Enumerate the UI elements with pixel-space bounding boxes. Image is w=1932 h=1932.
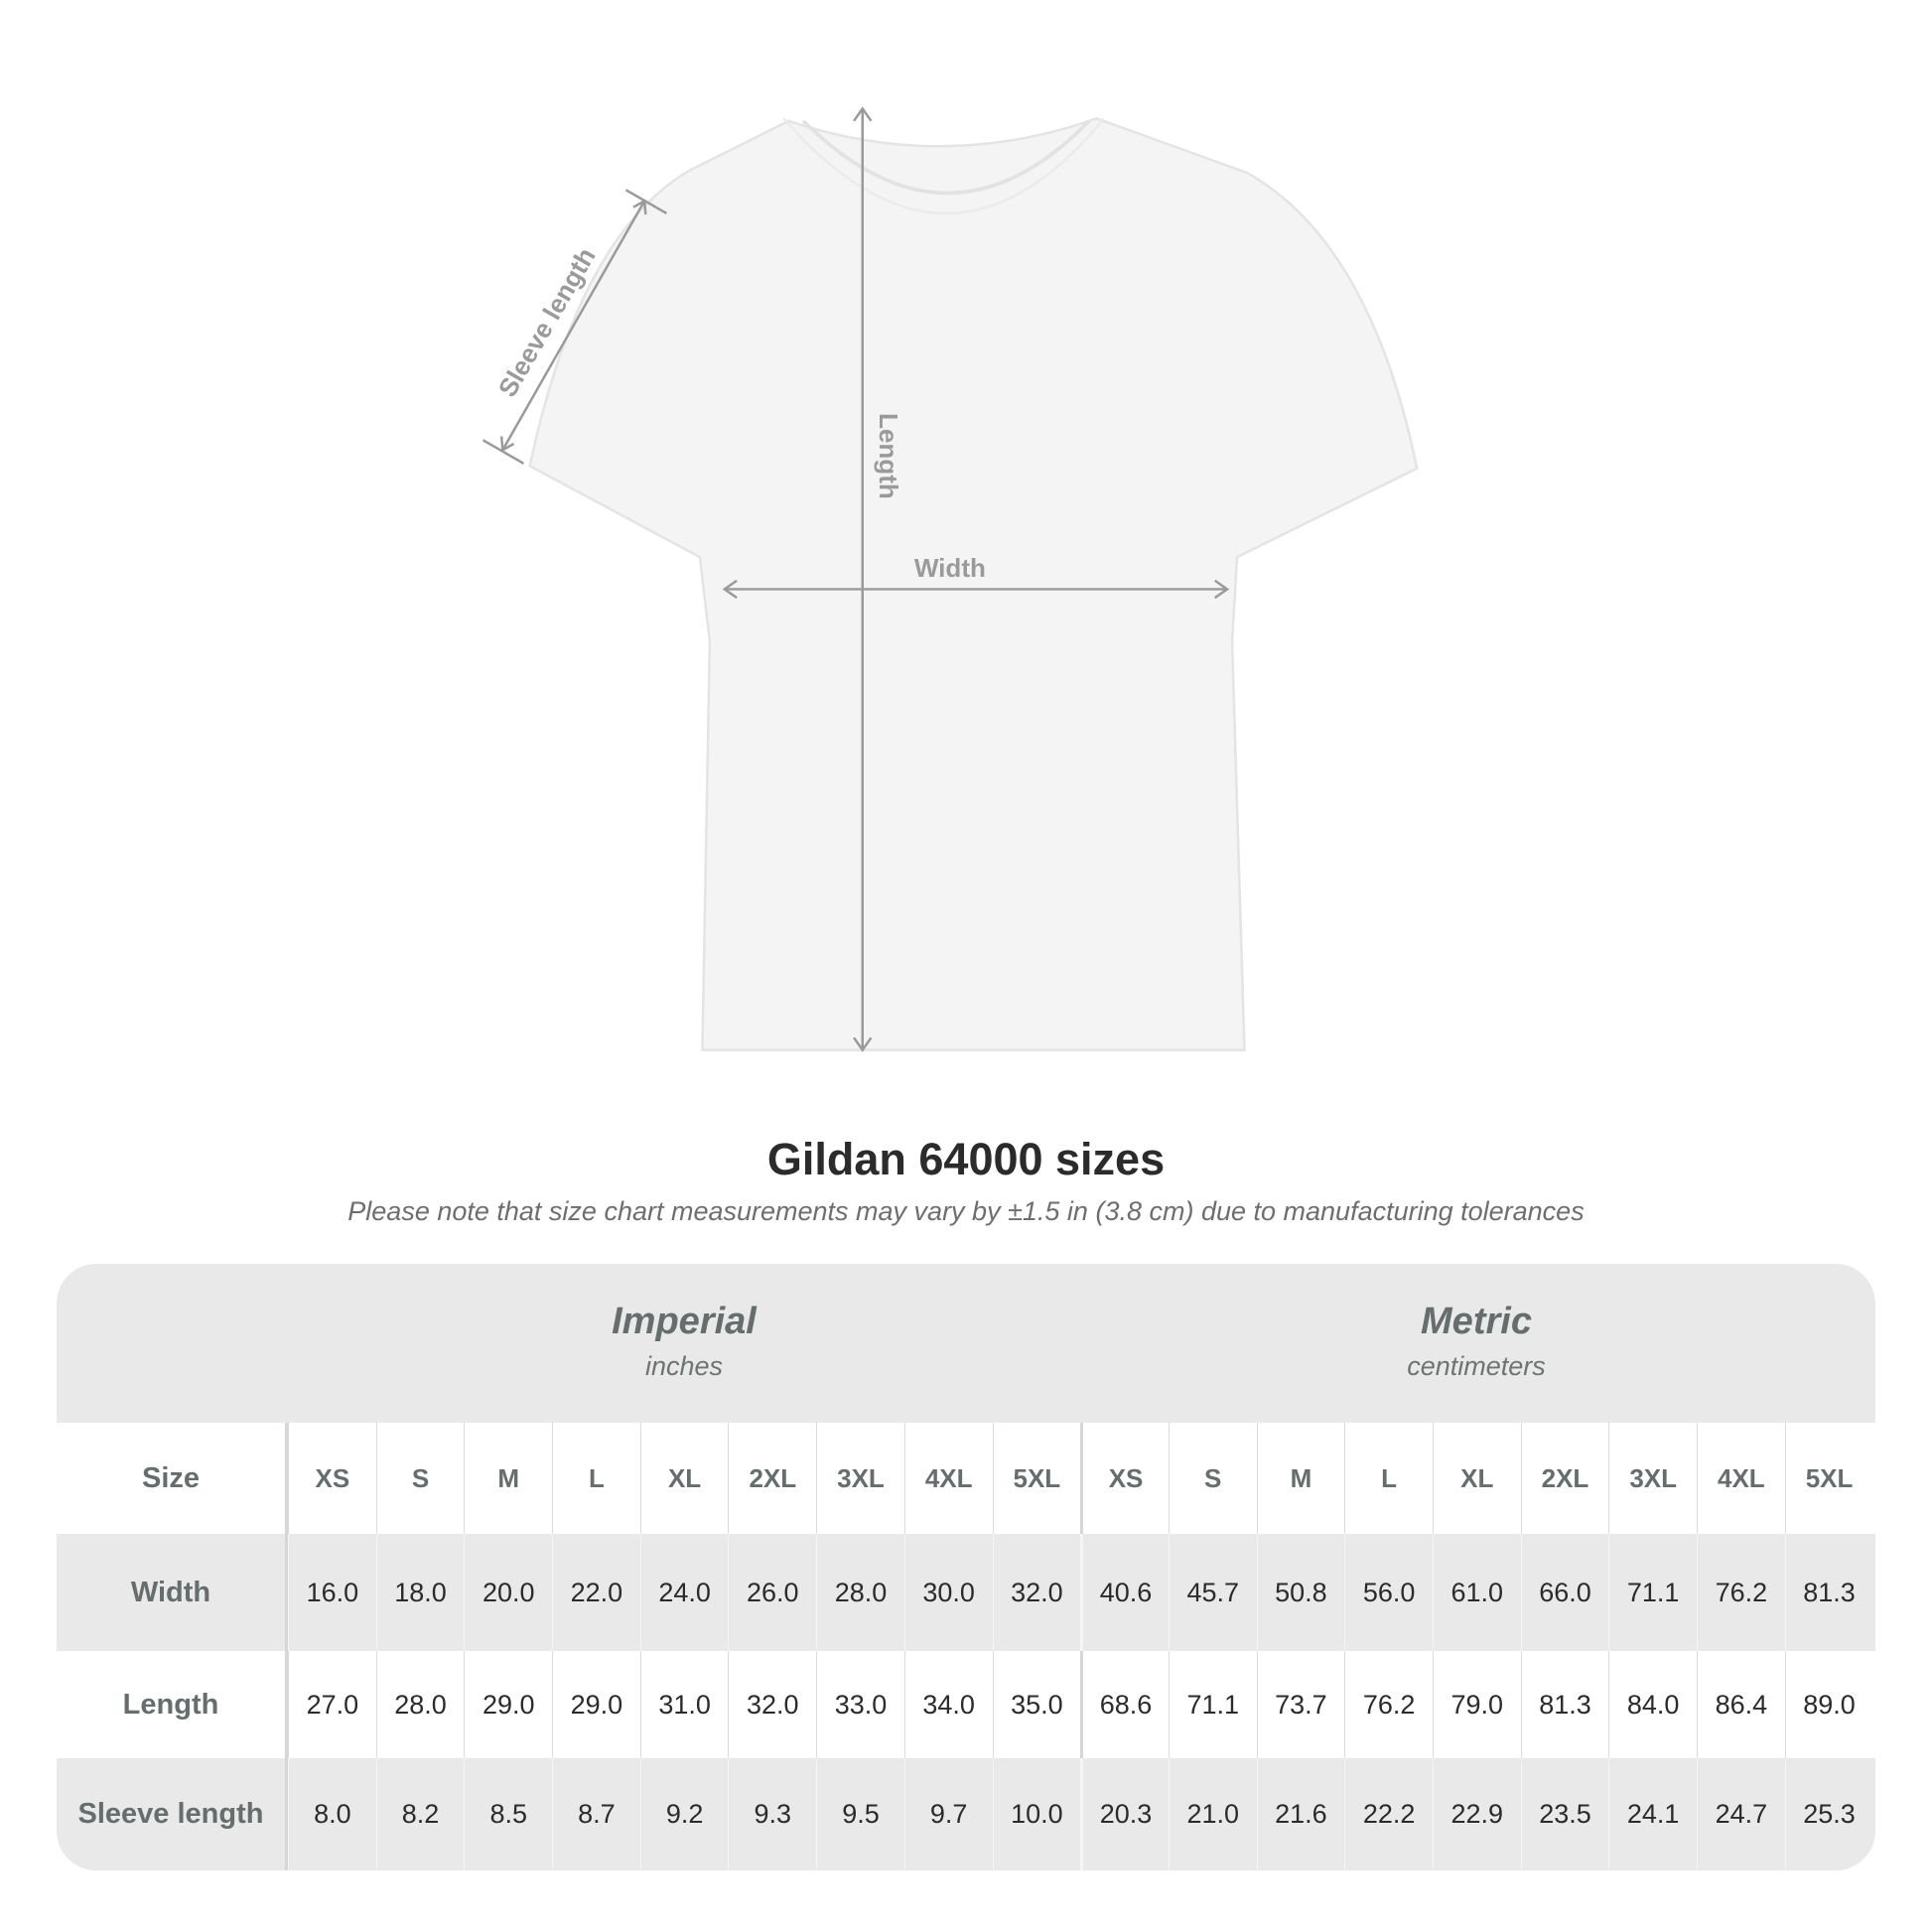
metric-size-header: S [1168,1423,1257,1534]
metric-size-header: 3XL [1608,1423,1697,1534]
row-label: Sleeve length [57,1758,288,1870]
metric-value-cell: 21.6 [1256,1758,1345,1870]
metric-value-cell: 21.0 [1168,1758,1257,1870]
metric-value-cell: 73.7 [1256,1651,1345,1758]
tshirt-image [528,117,1419,1051]
metric-header: Metric centimeters [1080,1264,1872,1423]
metric-value-cell: 68.6 [1080,1651,1169,1758]
size-row-label: Size [57,1423,288,1534]
metric-value-cell: 22.2 [1344,1758,1433,1870]
metric-value-cell: 66.0 [1520,1534,1609,1651]
sleeve-length-arrow [482,189,668,465]
metric-value-cell: 25.3 [1784,1758,1873,1870]
metric-size-header: XL [1432,1423,1521,1534]
imperial-value-cell: 33.0 [816,1651,904,1758]
metric-value-cell: 81.3 [1784,1534,1873,1651]
imperial-value-cell: 27.0 [288,1651,376,1758]
metric-value-cell: 76.2 [1344,1651,1433,1758]
metric-size-header: XS [1080,1423,1169,1534]
metric-value-cell: 23.5 [1520,1758,1609,1870]
row-label: Length [57,1651,288,1758]
metric-unit: centimeters [1407,1351,1546,1381]
imperial-value-cell: 29.0 [552,1651,640,1758]
imperial-value-cell: 26.0 [728,1534,816,1651]
width-arrow [722,579,1230,600]
metric-value-cell: 56.0 [1344,1534,1433,1651]
imperial-size-header: M [464,1423,552,1534]
metric-size-header: 5XL [1784,1423,1873,1534]
table-row: Width 16.0 18.0 20.0 22.0 24.0 26.0 28.0 30.0 32.… [57,1534,1875,1651]
length-label: Length [874,413,903,499]
imperial-value-cell: 9.7 [903,1758,993,1870]
metric-value-cell: 20.3 [1080,1758,1169,1870]
imperial-size-header: 4XL [903,1423,993,1534]
tshirt-measurement-diagram: Length Width Sleeve length [482,106,1419,1052]
table-row: Length 27.0 28.0 29.0 29.0 31.0 32.0 33.0 34.0 35… [57,1651,1875,1758]
collar [801,119,1091,196]
metric-value-cell: 81.3 [1520,1651,1609,1758]
metric-size-header: M [1256,1423,1345,1534]
metric-size-header: 4XL [1697,1423,1785,1534]
metric-value-cell: 84.0 [1608,1651,1697,1758]
imperial-size-header: XL [639,1423,729,1534]
imperial-size-header: 5XL [992,1423,1081,1534]
row-label: Width [57,1534,288,1651]
metric-size-header: 2XL [1520,1423,1609,1534]
metric-value-cell: 89.0 [1784,1651,1873,1758]
imperial-value-cell: 8.2 [375,1758,465,1870]
metric-value-cell: 50.8 [1256,1534,1345,1651]
imperial-value-cell: 28.0 [375,1651,465,1758]
imperial-value-cell: 9.3 [728,1758,816,1870]
imperial-size-header: L [552,1423,640,1534]
imperial-value-cell: 22.0 [552,1534,640,1651]
metric-value-cell: 86.4 [1697,1651,1785,1758]
tolerance-note: Please note that size chart measurements… [347,1196,1585,1226]
imperial-value-cell: 35.0 [992,1651,1081,1758]
imperial-unit: inches [644,1351,724,1381]
imperial-value-cell: 8.7 [552,1758,640,1870]
imperial-value-cell: 20.0 [464,1534,552,1651]
length-arrow [853,106,873,1052]
imperial-value-cell: 18.0 [375,1534,465,1651]
metric-value-cell: 24.1 [1608,1758,1697,1870]
imperial-size-header: S [375,1423,465,1534]
metric-value-cell: 40.6 [1080,1534,1169,1651]
imperial-value-cell: 24.0 [639,1534,729,1651]
imperial-size-header: 3XL [816,1423,904,1534]
imperial-value-cell: 8.0 [288,1758,376,1870]
imperial-size-header: 2XL [728,1423,816,1534]
imperial-value-cell: 10.0 [992,1758,1081,1870]
imperial-value-cell: 28.0 [816,1534,904,1651]
metric-value-cell: 71.1 [1168,1651,1257,1758]
imperial-header: Imperial inches [288,1264,1080,1423]
imperial-value-cell: 34.0 [903,1651,993,1758]
page-title: Gildan 64000 sizes [766,1134,1166,1184]
metric-label: Metric [1421,1301,1532,1342]
metric-value-cell: 71.1 [1608,1534,1697,1651]
imperial-size-header: XS [288,1423,376,1534]
table-row: Sleeve length 8.0 8.2 8.5 8.7 9.2 9.3 9.5 9.7 10.… [57,1758,1875,1870]
metric-value-cell: 45.7 [1168,1534,1257,1651]
imperial-value-cell: 32.0 [992,1534,1081,1651]
imperial-value-cell: 31.0 [639,1651,729,1758]
metric-value-cell: 76.2 [1697,1534,1785,1651]
width-label: Width [914,553,986,583]
metric-value-cell: 22.9 [1432,1758,1521,1870]
imperial-value-cell: 8.5 [464,1758,552,1870]
imperial-value-cell: 30.0 [903,1534,993,1651]
imperial-value-cell: 9.2 [639,1758,729,1870]
metric-size-header: L [1344,1423,1433,1534]
metric-value-cell: 61.0 [1432,1534,1521,1651]
imperial-value-cell: 16.0 [288,1534,376,1651]
metric-value-cell: 24.7 [1697,1758,1785,1870]
imperial-value-cell: 9.5 [816,1758,904,1870]
size-chart-table: Imperial inches Metric centimeters Size … [57,1264,1875,1870]
imperial-value-cell: 32.0 [728,1651,816,1758]
size-row: Size XS S M L XL 2XL 3XL 4XL 5XL XS S M L XL 2XL 3XL 4XL… [57,1423,1875,1534]
imperial-label: Imperial [612,1301,757,1342]
metric-value-cell: 79.0 [1432,1651,1521,1758]
imperial-value-cell: 29.0 [464,1651,552,1758]
